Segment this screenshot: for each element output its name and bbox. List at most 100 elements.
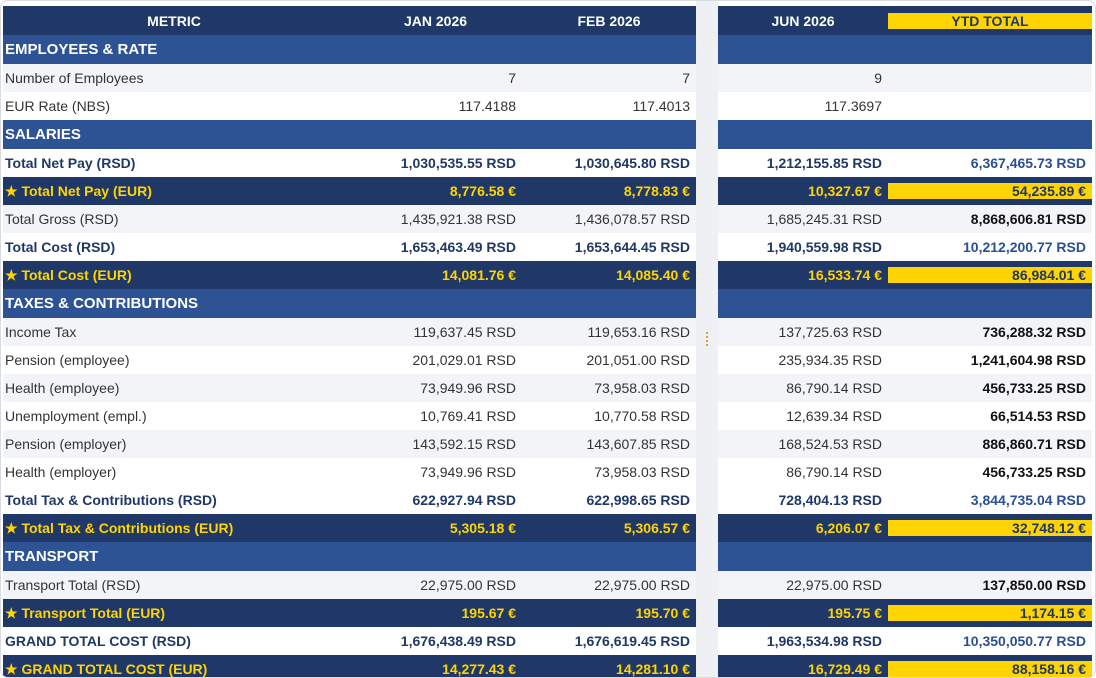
value-jan: 143,592.15 RSD (412, 436, 516, 452)
value-feb: 14,281.10 € (616, 661, 690, 677)
metric-label: EUR Rate (NBS) (5, 98, 111, 114)
value-feb: 119,653.16 RSD (587, 324, 690, 340)
value-jan: 119,637.45 RSD (413, 324, 516, 340)
value-feb: 195.70 € (635, 605, 691, 621)
section-title: SALARIES (5, 126, 81, 143)
value-jan: 8,776.58 € (449, 183, 516, 199)
value-ytd: 1,174.15 € (888, 605, 1092, 621)
value-jan: 1,676,438.49 RSD (400, 633, 516, 649)
pane-splitter[interactable] (696, 1, 718, 677)
table-row: ★ GRAND TOTAL COST (EUR) 14,277.43 € 14,28… (3, 655, 696, 677)
value-jun: 137,725.63 RSD (778, 324, 882, 340)
value-ytd: 86,984.01 € (888, 267, 1092, 283)
value-jan: 622,927.94 RSD (412, 492, 516, 508)
table-row: 16,533.74 € 86,984.01 € (718, 261, 1092, 289)
table-row: GRAND TOTAL COST (RSD) 1,676,438.49 RSD 1,… (3, 627, 696, 655)
metric-label: ★ Total Cost (EUR) (5, 266, 132, 283)
value-jan: 1,653,463.49 RSD (400, 239, 516, 255)
value-feb: 5,306.57 € (623, 520, 690, 536)
table-row: Total Gross (RSD) 1,435,921.38 RSD 1,436,0… (3, 205, 696, 233)
table-right-pane: JUN 2026 YTD TOTAL 9 117.3697 1,212,155.85 R… (718, 6, 1092, 677)
metric-label: Total Tax & Contributions (RSD) (5, 492, 217, 508)
table-row: Unemployment (empl.) 10,769.41 RSD 10,770.… (3, 402, 696, 430)
section-header-row (718, 289, 1092, 318)
value-ytd: 88,158.16 € (888, 661, 1092, 677)
value-jan: 7 (508, 70, 516, 86)
value-jan: 14,081.76 € (442, 267, 516, 283)
metric-label: Total Net Pay (RSD) (5, 155, 136, 171)
value-feb: 1,676,619.45 RSD (574, 633, 690, 649)
value-ytd: 736,288.32 RSD (982, 324, 1086, 340)
column-header-ytd[interactable]: YTD TOTAL (888, 12, 1092, 29)
table-row: Health (employee) 73,949.96 RSD 73,958.03 … (3, 374, 696, 402)
table-row: EUR Rate (NBS) 117.4188 117.4013 (3, 92, 696, 120)
table-row: 86,790.14 RSD 456,733.25 RSD (718, 374, 1092, 402)
table-row: Health (employer) 73,949.96 RSD 73,958.03 … (3, 458, 696, 486)
value-ytd: 1,241,604.98 RSD (970, 352, 1086, 368)
value-feb: 10,770.58 RSD (594, 408, 690, 424)
value-jun: 10,327.67 € (808, 183, 882, 199)
value-feb: 14,085.40 € (616, 267, 690, 283)
value-feb: 73,958.03 RSD (594, 380, 690, 396)
value-jun: 195.75 € (827, 605, 883, 621)
table-row: Pension (employee) 201,029.01 RSD 201,051.… (3, 346, 696, 374)
metric-label: ★ Total Net Pay (EUR) (5, 182, 152, 199)
value-jun: 12,639.34 RSD (786, 408, 882, 424)
value-jan: 1,030,535.55 RSD (400, 155, 516, 171)
table-row: 1,940,559.98 RSD 10,212,200.77 RSD (718, 233, 1092, 261)
value-ytd: 54,235.89 € (888, 183, 1092, 199)
value-feb: 22,975.00 RSD (594, 577, 690, 593)
table-row: Number of Employees 7 7 (3, 64, 696, 92)
value-jun: 1,685,245.31 RSD (766, 211, 882, 227)
value-jan: 10,769.41 RSD (420, 408, 516, 424)
value-ytd: 456,733.25 RSD (982, 380, 1086, 396)
table-row: Income Tax 119,637.45 RSD 119,653.16 RSD (3, 318, 696, 346)
value-feb: 117.4013 (632, 98, 690, 114)
table-row: 86,790.14 RSD 456,733.25 RSD (718, 458, 1092, 486)
value-jan: 73,949.96 RSD (420, 380, 516, 396)
section-title: TRANSPORT (5, 548, 99, 565)
value-ytd: 456,733.25 RSD (982, 464, 1086, 480)
table-header-row: JUN 2026 YTD TOTAL (718, 6, 1092, 35)
value-jun: 1,940,559.98 RSD (766, 239, 882, 255)
table-row: 117.3697 (718, 92, 1092, 120)
metric-label: ★ Transport Total (EUR) (5, 604, 166, 621)
section-header-row (718, 120, 1092, 149)
splitter-grip-icon[interactable] (706, 332, 708, 348)
value-ytd: 6,367,465.73 RSD (970, 155, 1086, 171)
metric-label: GRAND TOTAL COST (RSD) (5, 633, 191, 649)
value-feb: 8,778.83 € (623, 183, 690, 199)
column-header-jan[interactable]: JAN 2026 (403, 12, 468, 29)
value-feb: 1,030,645.80 RSD (574, 155, 690, 171)
value-jan: 73,949.96 RSD (420, 464, 516, 480)
value-ytd: 10,212,200.77 RSD (963, 239, 1086, 255)
value-jan: 5,305.18 € (449, 520, 516, 536)
table-row: 235,934.35 RSD 1,241,604.98 RSD (718, 346, 1092, 374)
value-jun: 117.3697 (824, 98, 882, 114)
value-jun: 22,975.00 RSD (786, 577, 882, 593)
section-header-row: EMPLOYEES & RATE (3, 35, 696, 64)
column-header-jun[interactable]: JUN 2026 (771, 12, 835, 29)
table-row: 1,685,245.31 RSD 8,868,606.81 RSD (718, 205, 1092, 233)
table-row: 22,975.00 RSD 137,850.00 RSD (718, 571, 1092, 599)
column-header-metric[interactable]: METRIC (147, 12, 201, 29)
table-row: Total Cost (RSD) 1,653,463.49 RSD 1,653,64… (3, 233, 696, 261)
value-jun: 9 (874, 70, 882, 86)
table-row: ★ Total Tax & Contributions (EUR) 5,305.1… (3, 514, 696, 542)
section-title: TAXES & CONTRIBUTIONS (5, 295, 199, 312)
table-row: 1,963,534.98 RSD 10,350,050.77 RSD (718, 627, 1092, 655)
table-row: 12,639.34 RSD 66,514.53 RSD (718, 402, 1092, 430)
metric-label: Total Gross (RSD) (5, 211, 119, 227)
column-header-feb[interactable]: FEB 2026 (577, 12, 641, 29)
metric-label: Unemployment (empl.) (5, 408, 147, 424)
value-feb: 73,958.03 RSD (594, 464, 690, 480)
value-jun: 235,934.35 RSD (778, 352, 882, 368)
metric-label: Total Cost (RSD) (5, 239, 116, 255)
value-jun: 86,790.14 RSD (786, 464, 882, 480)
value-jun: 16,729.49 € (808, 661, 882, 677)
value-ytd: 32,748.12 € (888, 520, 1092, 536)
metric-label: Pension (employee) (5, 352, 130, 368)
table-row: ★ Total Cost (EUR) 14,081.76 € 14,085.40 € (3, 261, 696, 289)
value-ytd: 66,514.53 RSD (990, 408, 1086, 424)
value-jun: 728,404.13 RSD (778, 492, 882, 508)
